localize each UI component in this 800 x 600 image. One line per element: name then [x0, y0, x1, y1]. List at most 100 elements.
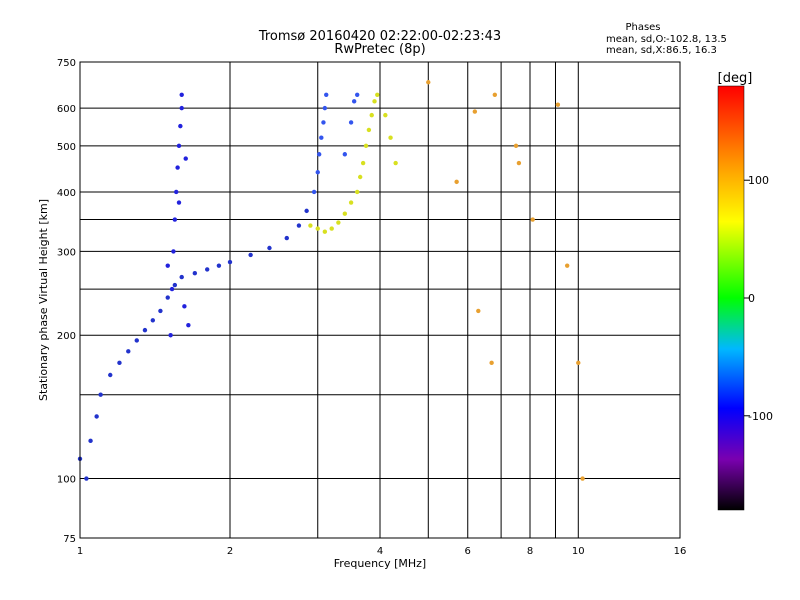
y-tick-label: 75: [63, 534, 76, 545]
scatter-point: [248, 252, 253, 258]
scatter-point: [492, 92, 498, 97]
x-axis-label: Frequency [MHz]: [334, 557, 426, 570]
scatter-point: [179, 92, 184, 97]
scatter-point: [366, 127, 372, 133]
scatter-point: [324, 92, 329, 97]
y-tick-label: 300: [57, 247, 76, 258]
y-tick-label: 400: [57, 188, 76, 199]
y-tick-label: 100: [57, 475, 76, 486]
scatter-point: [316, 152, 322, 157]
scatter-point: [227, 259, 233, 265]
scatter-point: [369, 112, 374, 118]
data-points: [77, 80, 585, 481]
scatter-point: [311, 189, 317, 195]
phase-stats-x-label: mean, sd,X:: [606, 45, 666, 56]
scatter-point: [168, 333, 173, 338]
colorbar-tick-label: 0: [748, 292, 755, 305]
phase-stats-title: Phases: [625, 22, 660, 33]
scatter-point: [172, 282, 178, 288]
colorbar-tick-label: 100: [748, 174, 769, 187]
scatter-point: [322, 229, 328, 234]
scatter-point: [204, 267, 210, 272]
scatter-point: [182, 304, 187, 309]
scatter-point: [126, 349, 131, 354]
scatter-point: [354, 92, 360, 97]
colorbar: [717, 85, 745, 511]
y-tick-label: 750: [57, 58, 76, 69]
scatter-point: [426, 80, 431, 85]
phase-stats-x-values: 86.5, 16.3: [666, 45, 717, 56]
scatter-point: [179, 105, 184, 111]
scatter-point: [165, 263, 170, 268]
y-tick-label: 200: [57, 331, 76, 342]
scatter-point: [348, 120, 354, 125]
scatter-point: [363, 143, 369, 149]
scatter-point: [216, 263, 222, 268]
y-tick-label: 600: [57, 104, 76, 115]
scatter-point: [383, 112, 388, 118]
scatter-point: [576, 360, 581, 366]
scatter-point: [357, 174, 363, 180]
scatter-point: [564, 263, 570, 268]
chart-subtitle: RwPretec (8p): [334, 42, 425, 57]
x-tick-label: 4: [377, 546, 383, 557]
scatter-point: [342, 152, 348, 157]
scatter-point: [555, 102, 561, 107]
phase-stats-o-label: mean, sd,O:: [606, 34, 667, 45]
scatter-point: [108, 372, 113, 378]
x-tick-label: 10: [572, 546, 585, 557]
scatter-point: [186, 322, 191, 328]
scatter-point: [175, 165, 180, 170]
scatter-point: [319, 135, 324, 140]
colorbar-ticks: 100 0 -100: [744, 174, 773, 423]
x-tick-label: 2: [227, 546, 233, 557]
scatter-point: [176, 200, 182, 205]
scatter-point: [489, 360, 494, 366]
scatter-point: [354, 189, 360, 195]
scatter-point: [179, 274, 184, 280]
scatter-point: [336, 220, 341, 225]
scatter-point: [351, 99, 357, 104]
scatter-point: [308, 223, 313, 228]
x-tick-label: 8: [527, 546, 533, 557]
scatter-point: [393, 160, 398, 166]
scatter-point: [176, 143, 182, 149]
scatter-point: [315, 170, 320, 175]
scatter-point: [117, 360, 122, 366]
x-tick-label: 16: [674, 546, 687, 557]
scatter-point: [94, 414, 99, 419]
scatter-point: [388, 135, 393, 140]
scatter-point: [321, 120, 326, 125]
scatter-point: [174, 189, 179, 195]
scatter-point: [98, 392, 103, 397]
y-tick-labels: 75 100 200 300 400 500 600 750: [57, 58, 76, 545]
scatter-point: [150, 318, 156, 323]
scatter-point: [342, 211, 348, 216]
scatter-point: [315, 226, 320, 231]
scatter-point: [329, 226, 334, 231]
x-tick-label: 1: [77, 546, 83, 557]
scatter-point: [530, 217, 535, 222]
chart-title: Tromsø 20160420 02:22:00-02:23:43: [258, 29, 501, 44]
x-tick-label: 6: [465, 546, 471, 557]
y-axis-label: Stationary phase Virtual Height [km]: [37, 199, 50, 401]
scatter-point: [322, 105, 328, 111]
scatter-point: [304, 208, 309, 214]
scatter-point: [375, 92, 380, 97]
scatter-point: [360, 160, 366, 166]
scatter-point: [178, 123, 183, 129]
x-tick-labels: 1 2 4 6 8 10 16: [77, 546, 687, 557]
scatter-point: [142, 327, 148, 333]
y-tick-label: 500: [57, 142, 76, 153]
scatter-point: [476, 308, 481, 314]
colorbar-label: [deg]: [718, 71, 753, 86]
scatter-point: [192, 271, 198, 276]
grid-lines: [80, 62, 680, 538]
scatter-point: [516, 160, 522, 166]
scatter-point: [267, 245, 272, 251]
scatter-point: [158, 308, 163, 314]
phase-stats-o-values: -102.8, 13.5: [666, 34, 727, 45]
scatter-point: [454, 179, 459, 185]
scatter-point: [169, 286, 175, 292]
